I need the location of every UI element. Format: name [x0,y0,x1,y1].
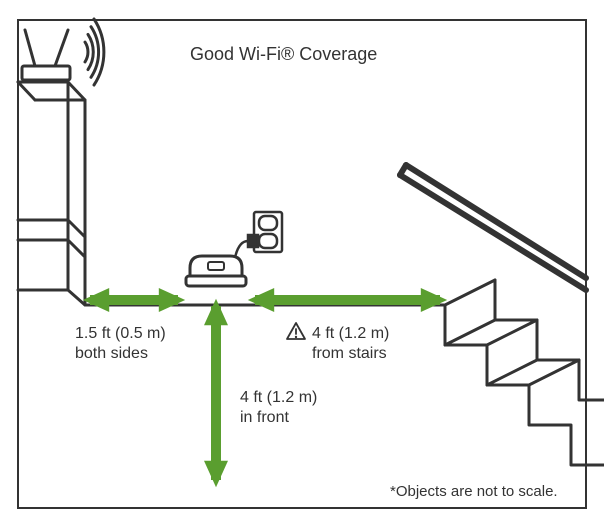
clearance-label-right-note: from stairs [312,345,387,362]
footnote-text: *Objects are not to scale. [390,483,558,500]
title-text: Good Wi-Fi® Coverage [190,44,377,64]
clearance-label-right-dim: 4 ft (1.2 m) [312,325,389,342]
clearance-label-left-line0: 1.5 ft (0.5 m) [75,325,166,342]
placement-diagram: Good Wi-Fi® Coverage 1.5 ft (0.5 m) both s… [0,0,604,526]
dock [186,256,246,286]
clearance-label-front-line1: in front [240,409,289,426]
clearance-label-front-line0: 4 ft (1.2 m) [240,389,317,406]
clearance-label-left-line1: both sides [75,345,148,362]
